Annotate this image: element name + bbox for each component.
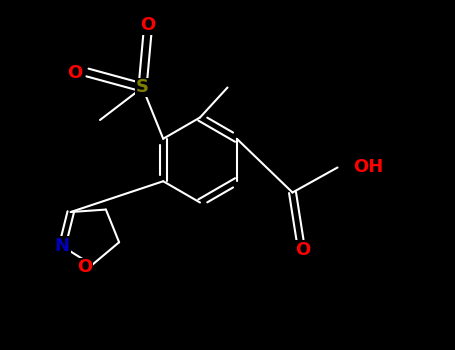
- Text: O: O: [295, 241, 310, 259]
- Text: O: O: [67, 63, 83, 82]
- Text: O: O: [140, 16, 155, 34]
- Text: S: S: [136, 78, 149, 97]
- Text: O: O: [77, 258, 92, 276]
- Text: N: N: [55, 237, 70, 255]
- Text: OH: OH: [354, 158, 384, 175]
